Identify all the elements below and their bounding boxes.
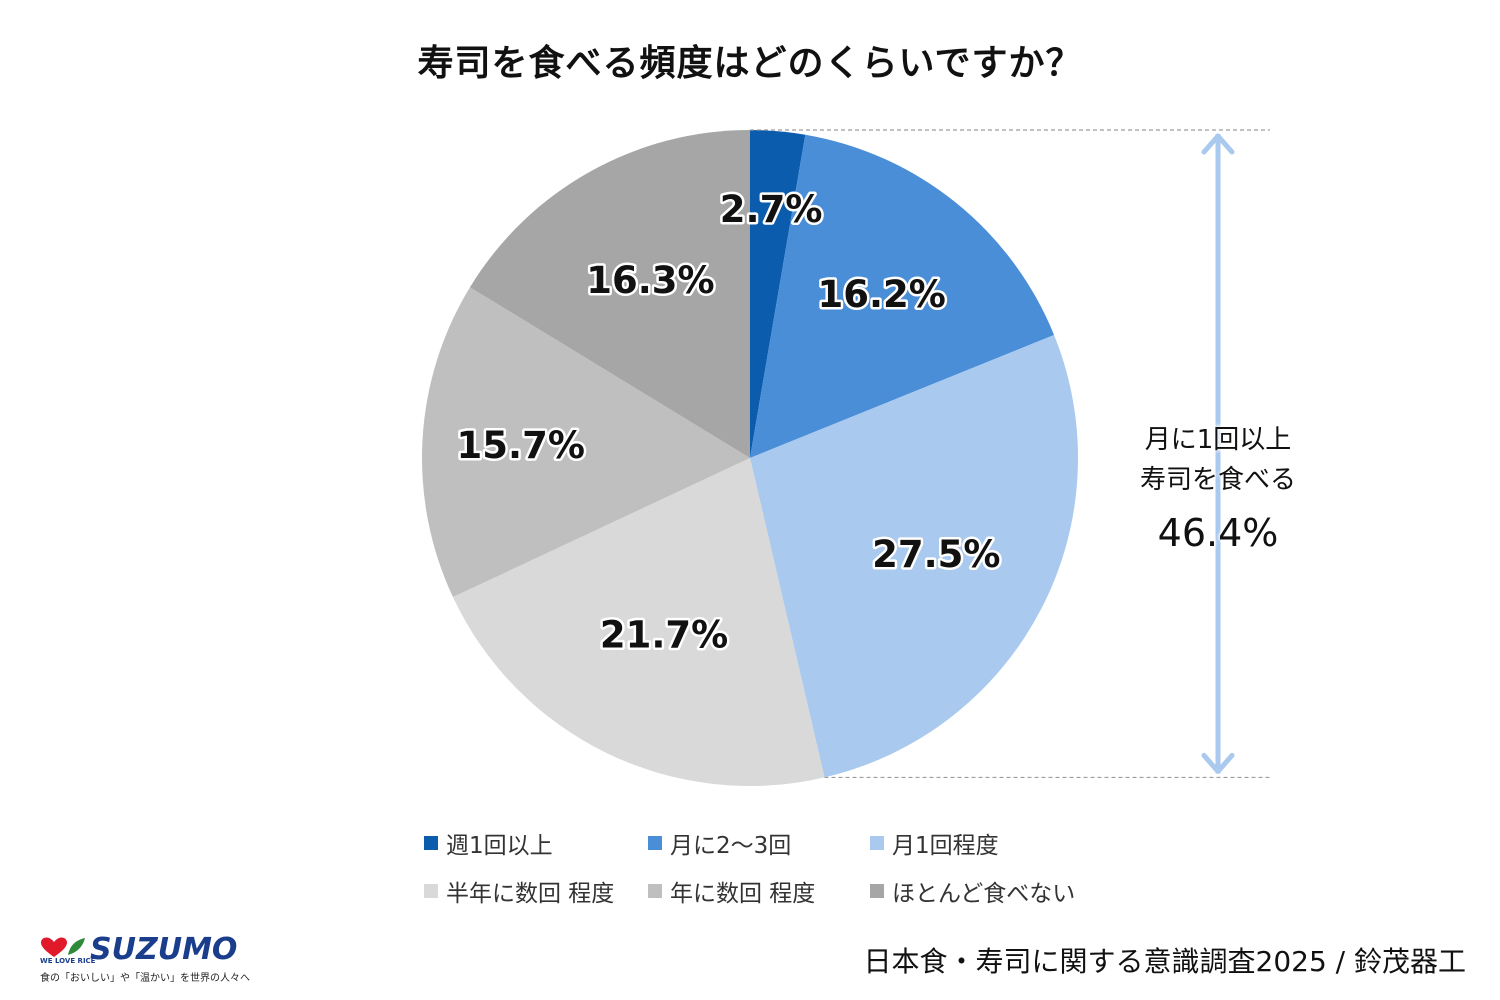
pie-slice: [421, 287, 750, 598]
chart-title: 寿司を食べる頻度はどのくらいですか？: [417, 43, 1083, 84]
legend-swatch: [648, 836, 662, 850]
callout-guides: [750, 129, 1270, 779]
legend-label: 月1回程度: [892, 833, 999, 859]
slice-label: 16.2%: [817, 273, 945, 316]
slice-label: 15.7%: [457, 424, 585, 467]
callout-annotation: 月に1回以上 寿司を食べる 46.4%: [1118, 420, 1318, 556]
slice-label: 21.7%: [600, 614, 728, 657]
logo-tagline: 食の「おいしい」や「温かい」を世界の人々へ: [40, 973, 250, 984]
logo-wordmark: SUZUMO: [90, 932, 238, 967]
suzumo-logo: WE LOVE RICE SUZUMO 食の「おいしい」や「温かい」を世界の人々…: [40, 932, 250, 985]
legend-label: ほとんど食べない: [892, 881, 1076, 907]
legend-swatch: [424, 884, 438, 898]
logo-slogan: WE LOVE RICE: [40, 957, 96, 965]
slice-label: 2.7%: [720, 188, 823, 231]
logo-mark: WE LOVE RICE: [40, 937, 95, 965]
pie-slice: [452, 458, 825, 786]
pie-slice: [750, 130, 806, 458]
pie-slice: [750, 134, 1055, 458]
pie-slice: [469, 129, 750, 458]
arrowhead-up: [1201, 133, 1235, 155]
legend-item: 半年に数回 程度: [424, 874, 614, 908]
legend-item: 月1回程度: [870, 826, 999, 860]
legend-item: ほとんど食べない: [870, 874, 1075, 908]
callout-line2: 寿司を食べる: [1139, 465, 1296, 495]
heart-leaf-icon: [41, 937, 85, 957]
pie-slice: [750, 334, 1078, 778]
legend-item: 年に数回 程度: [648, 874, 815, 908]
legend-label: 年に数回 程度: [670, 881, 816, 907]
legend-swatch: [870, 836, 884, 850]
slice-label: 16.3%: [586, 259, 714, 302]
callout-value: 46.4%: [1157, 511, 1279, 555]
legend-swatch: [870, 884, 884, 898]
legend-label: 週1回以上: [446, 833, 553, 859]
arrowhead-down: [1201, 752, 1235, 774]
legend-label: 月に2〜3回: [670, 833, 792, 859]
legend-item: 月に2〜3回: [648, 826, 791, 860]
pie-slices: [421, 129, 1078, 786]
slice-labels: 2.7% 16.2% 27.5% 21.7% 15.7% 16.3%: [454, 186, 1003, 659]
legend-item: 週1回以上: [424, 826, 553, 860]
slice-label: 27.5%: [872, 533, 1000, 576]
legend-swatch: [424, 836, 438, 850]
source-note: 日本食・寿司に関する意識調査2025 / 鈴茂器工: [863, 945, 1467, 978]
legend-swatch: [648, 884, 662, 898]
legend-label: 半年に数回 程度: [446, 881, 615, 907]
callout-line1: 月に1回以上: [1144, 425, 1292, 455]
